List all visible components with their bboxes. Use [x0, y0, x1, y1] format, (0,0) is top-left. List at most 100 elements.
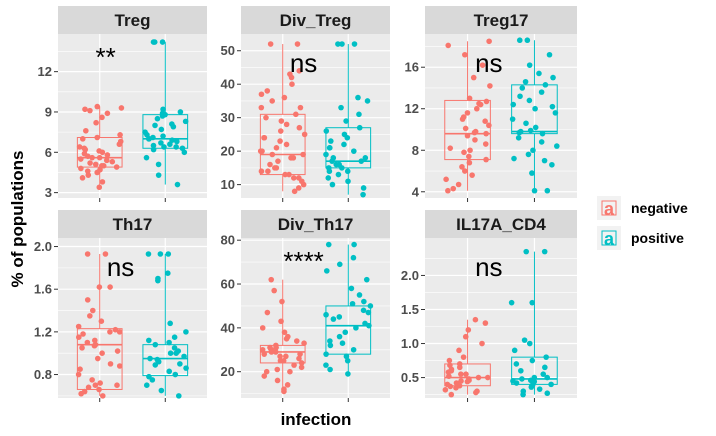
legend-item-negative: a negative — [597, 196, 688, 220]
y-tick-label: 20 — [221, 144, 235, 159]
positive-data-point — [542, 364, 548, 371]
negative-data-point — [290, 175, 297, 181]
significance-label: ns — [290, 48, 317, 78]
negative-data-point — [279, 298, 285, 305]
negative-data-point — [475, 374, 482, 381]
negative-data-point — [486, 38, 492, 45]
y-tick-label: 16 — [405, 60, 419, 75]
negative-data-point — [297, 104, 304, 111]
negative-data-point — [99, 162, 105, 169]
positive-data-point — [166, 368, 173, 375]
negative-data-point — [470, 74, 477, 81]
positive-data-point — [523, 120, 529, 127]
y-tick-label: 50 — [221, 43, 235, 58]
negative-data-point — [273, 144, 280, 151]
y-tick-label: 9 — [45, 104, 52, 119]
positive-data-point — [165, 251, 172, 257]
negative-data-point — [277, 128, 284, 134]
negative-data-point — [267, 161, 273, 168]
positive-data-point — [511, 155, 517, 162]
positive-data-point — [339, 340, 346, 347]
negative-data-point — [283, 141, 290, 148]
positive-data-point — [543, 354, 549, 360]
positive-data-point — [345, 178, 351, 185]
negative-data-point — [273, 165, 280, 171]
negative-data-point — [94, 355, 101, 362]
positive-data-point — [155, 275, 161, 282]
negative-data-point — [96, 184, 103, 191]
negative-data-point — [263, 114, 269, 121]
negative-data-point — [445, 42, 452, 49]
y-tick-label: 3 — [45, 185, 52, 200]
positive-data-point — [531, 187, 538, 194]
negative-data-point — [84, 339, 91, 346]
positive-data-point — [544, 390, 551, 397]
positive-data-point — [520, 388, 527, 394]
positive-data-point — [342, 329, 349, 336]
negative-data-point — [89, 154, 95, 161]
positive-data-point — [541, 248, 548, 255]
positive-data-point — [341, 131, 348, 138]
negative-data-point — [98, 318, 105, 325]
positive-data-point — [183, 329, 189, 335]
positive-data-point — [177, 109, 184, 115]
legend-label: negative — [631, 200, 688, 216]
negative-data-point — [91, 342, 98, 349]
y-tick-label: 6 — [45, 145, 52, 160]
negative-data-point — [259, 148, 265, 154]
positive-data-point — [150, 142, 157, 149]
negative-data-point — [447, 145, 454, 151]
positive-data-point — [554, 143, 560, 149]
positive-data-point — [330, 316, 337, 322]
negative-data-point — [298, 360, 305, 366]
facet-strip — [425, 6, 577, 34]
positive-data-point — [527, 127, 534, 134]
negative-data-point — [297, 351, 303, 357]
positive-box — [511, 84, 558, 135]
positive-data-point — [147, 355, 153, 362]
positive-data-point — [150, 146, 157, 153]
positive-data-point — [158, 140, 164, 146]
positive-data-point — [323, 351, 329, 357]
negative-data-point — [99, 350, 105, 357]
negative-data-point — [82, 106, 88, 113]
negative-data-point — [294, 41, 301, 47]
positive-data-point — [529, 382, 535, 389]
negative-data-point — [291, 362, 297, 368]
negative-data-point — [283, 336, 290, 342]
negative-data-point — [295, 185, 302, 191]
positive-data-point — [335, 41, 341, 47]
facet-title: Div_Treg — [280, 11, 352, 30]
negative-data-point — [83, 127, 89, 134]
facet-title: Div_Th17 — [278, 215, 354, 234]
positive-data-point — [529, 357, 536, 364]
positive-data-point — [344, 168, 351, 175]
y-tick-label: 4 — [412, 184, 420, 199]
positive-data-point — [152, 122, 158, 129]
negative-data-point — [301, 131, 308, 138]
positive-data-point — [350, 346, 357, 353]
positive-data-point — [183, 365, 189, 371]
positive-data-point — [154, 356, 161, 363]
negative-data-point — [277, 138, 283, 144]
negative-data-point — [455, 181, 462, 188]
negative-data-point — [282, 171, 288, 178]
negative-data-point — [483, 98, 490, 105]
negative-data-point — [109, 158, 116, 165]
positive-data-point — [546, 51, 553, 58]
negative-data-point — [79, 136, 86, 142]
positive-data-point — [348, 285, 355, 292]
negative-data-point — [467, 147, 473, 154]
negative-data-point — [482, 118, 488, 124]
legend-key-box — [601, 200, 617, 216]
positive-data-point — [362, 155, 369, 161]
negative-data-point — [87, 160, 93, 166]
positive-data-point — [358, 158, 365, 164]
legend-key-glyph: a — [604, 199, 615, 219]
positive-box — [325, 127, 372, 169]
facet-strip — [425, 210, 577, 238]
negative-data-point — [107, 284, 113, 290]
positive-data-point — [155, 172, 162, 178]
positive-data-point — [523, 248, 530, 255]
